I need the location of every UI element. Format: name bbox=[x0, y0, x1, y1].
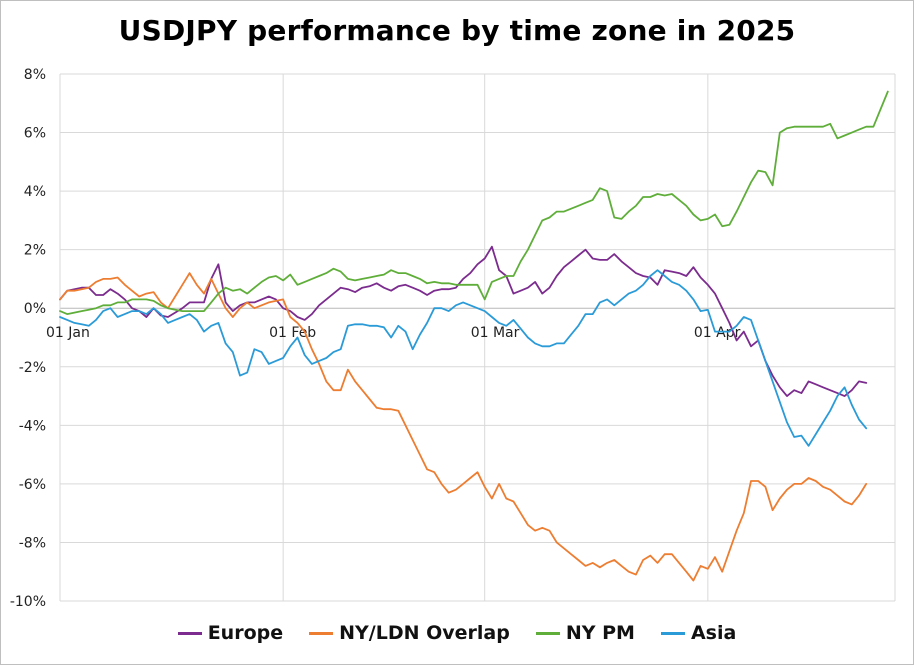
legend-swatch bbox=[535, 631, 560, 635]
chart-title: USDJPY performance by time zone in 2025 bbox=[118, 14, 796, 47]
y-tick-label: -4% bbox=[19, 418, 46, 434]
y-tick-label: 8% bbox=[24, 67, 46, 83]
series-line-ny-pm bbox=[59, 90, 889, 315]
x-tick-label: 01 Apr bbox=[694, 325, 741, 341]
y-tick-label: -8% bbox=[19, 535, 46, 551]
legend-item: Europe bbox=[177, 622, 284, 644]
legend-label: NY/LDN Overlap bbox=[339, 622, 510, 644]
x-axis-tick-labels: 01 Jan 01 Feb 01 Mar 01 Apr bbox=[46, 325, 741, 341]
y-tick-label: 0% bbox=[24, 301, 46, 317]
y-tick-label: 4% bbox=[24, 184, 46, 200]
legend-label: Europe bbox=[207, 622, 284, 644]
y-tick-label: -2% bbox=[19, 360, 46, 376]
y-tick-label: -10% bbox=[10, 594, 46, 610]
legend-swatch bbox=[309, 631, 334, 635]
x-tick-label: 01 Mar bbox=[471, 325, 520, 341]
x-tick-label: 01 Feb bbox=[269, 325, 316, 341]
legend-label: Asia bbox=[690, 622, 737, 644]
x-tick-label: 01 Jan bbox=[46, 325, 90, 341]
y-tick-label: -6% bbox=[19, 477, 46, 493]
legend-label: NY PM bbox=[565, 622, 635, 644]
legend-item: NY/LDN Overlap bbox=[309, 622, 510, 644]
legend-item: NY PM bbox=[535, 622, 635, 644]
gridlines bbox=[59, 73, 896, 602]
series-line-europe bbox=[59, 245, 868, 397]
legend-swatch bbox=[660, 631, 685, 635]
y-tick-label: 6% bbox=[24, 126, 46, 142]
legend-item: Asia bbox=[660, 622, 737, 644]
series-line-asia bbox=[59, 269, 868, 447]
legend-swatch bbox=[177, 631, 202, 635]
series-line-ny-ldn-overlap bbox=[59, 272, 868, 582]
series-lines bbox=[59, 90, 889, 582]
y-axis-tick-labels: 8% 6% 4% 2% 0% -2% -4% -6% -8% -10% bbox=[10, 67, 46, 610]
y-tick-label: 2% bbox=[24, 243, 46, 259]
legend: Europe NY/LDN Overlap NY PM Asia bbox=[0, 622, 914, 644]
